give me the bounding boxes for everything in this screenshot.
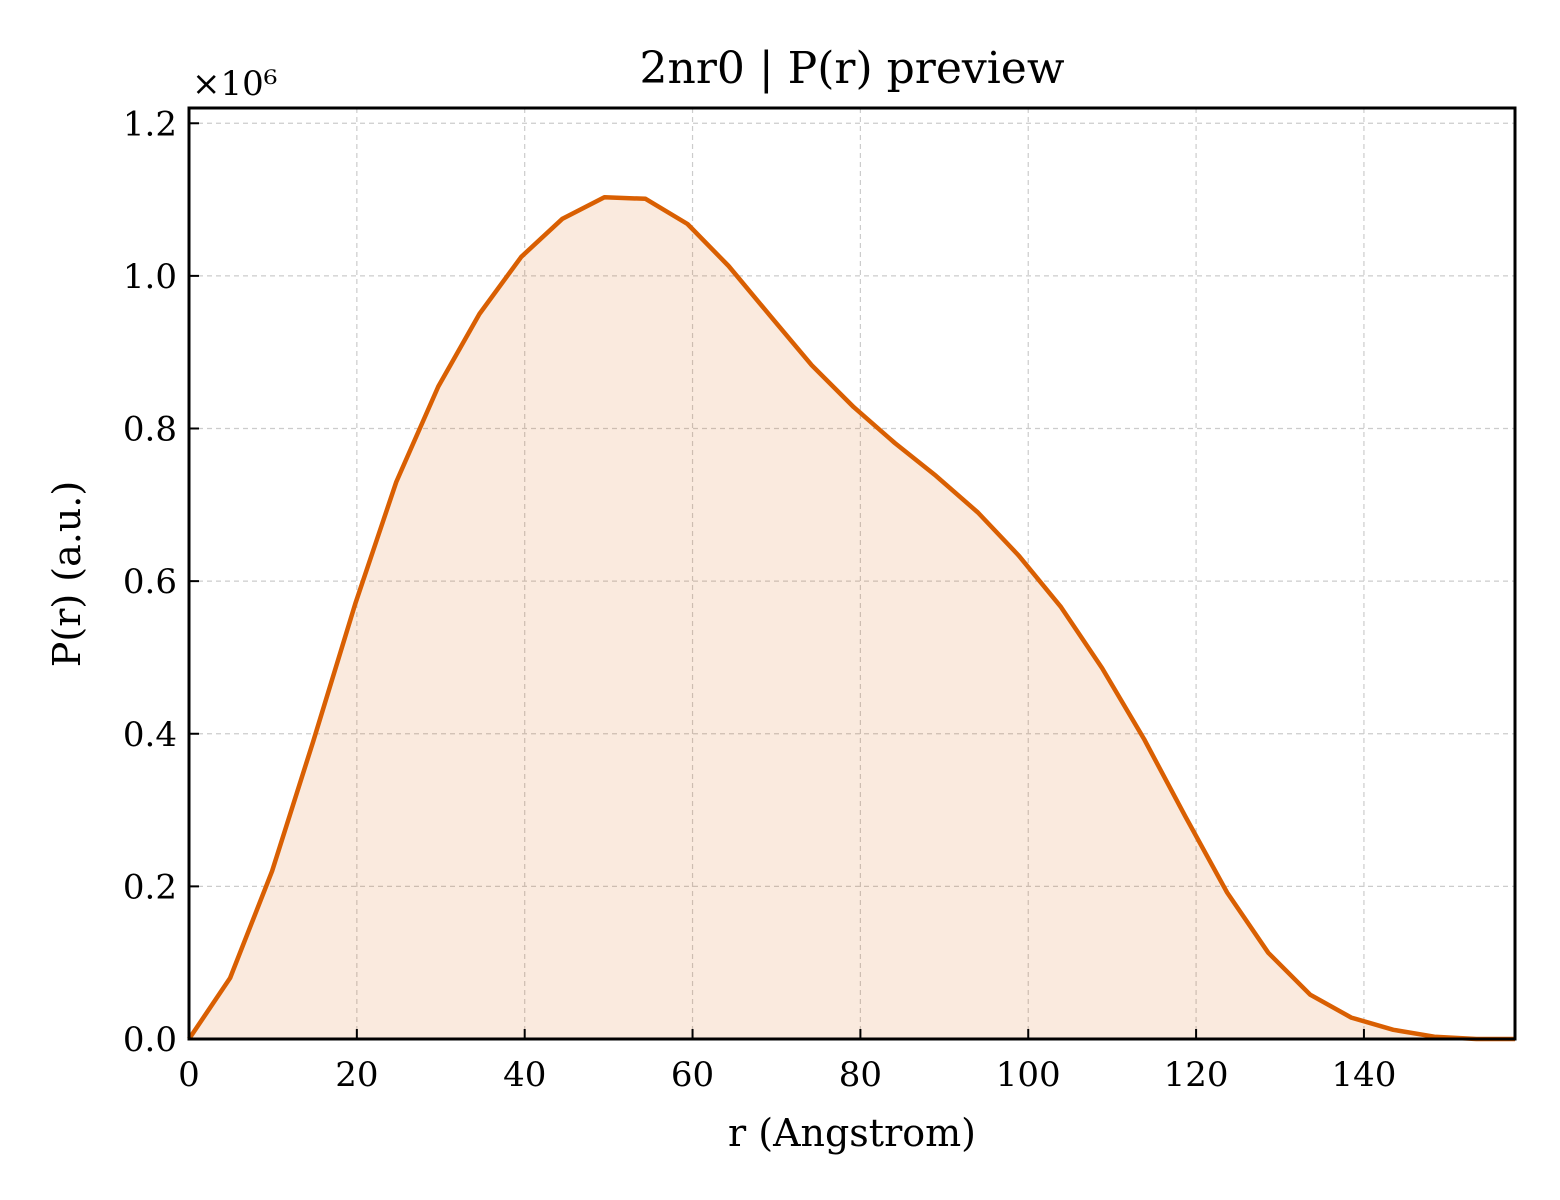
y-axis-label: P(r) (a.u.): [45, 481, 89, 667]
grid: [189, 108, 1515, 1039]
plot-frame: [187, 106, 1517, 1041]
x-tick-label: 140: [1331, 1055, 1396, 1095]
y-tick-label: 0.8: [123, 410, 177, 450]
x-tick-label: 100: [996, 1055, 1061, 1095]
x-tick-label: 40: [503, 1055, 546, 1095]
y-tick-label: 1.2: [123, 104, 177, 144]
y-tick-label: 1.0: [123, 257, 177, 297]
y-tick-label: 0.2: [123, 867, 177, 907]
x-tick-label: 80: [839, 1055, 882, 1095]
y-tick-label: 0.6: [123, 562, 177, 602]
x-tick-label: 120: [1164, 1055, 1229, 1095]
y-multiplier-label: ×10⁶: [192, 64, 277, 104]
x-tick-label: 20: [335, 1055, 378, 1095]
x-axis-label: r (Angstrom): [728, 1111, 976, 1155]
axis-ticks: 0 20 40 60 80 100 120 140 0.0 0.2 0.4 0.6 0.8 1.0 1.2: [123, 104, 1396, 1095]
y-tick-label: 0.0: [123, 1020, 177, 1060]
y-tick-label: 0.4: [123, 715, 177, 755]
area-fill: [189, 197, 1515, 1040]
x-tick-label: 0: [178, 1055, 200, 1095]
chart-title: 2nr0 | P(r) preview: [640, 43, 1065, 94]
x-tick-label: 60: [671, 1055, 714, 1095]
